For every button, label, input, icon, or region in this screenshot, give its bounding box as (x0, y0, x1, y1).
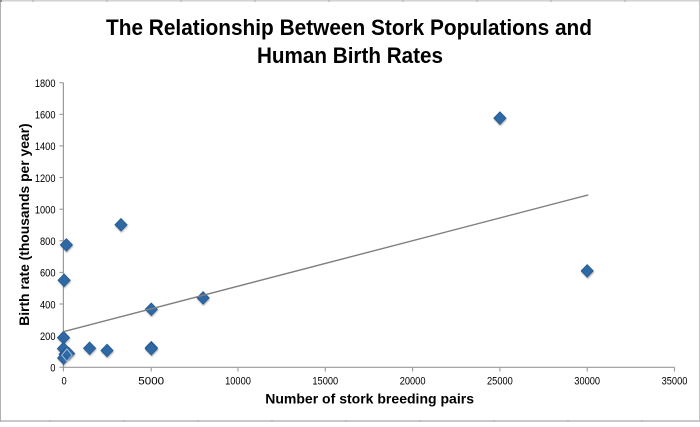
svg-text:30000: 30000 (574, 376, 600, 388)
svg-text:1000: 1000 (35, 205, 56, 217)
svg-text:1600: 1600 (35, 110, 56, 122)
svg-text:Birth rate (thousands per year: Birth rate (thousands per year) (16, 123, 32, 325)
svg-text:0: 0 (50, 363, 55, 375)
svg-text:5000: 5000 (138, 376, 164, 388)
svg-text:800: 800 (40, 236, 56, 248)
svg-text:20000: 20000 (400, 376, 426, 388)
svg-text:1800: 1800 (35, 78, 56, 90)
svg-text:10000: 10000 (225, 376, 251, 388)
svg-text:Number of stork breeding pairs: Number of stork breeding pairs (265, 391, 474, 407)
svg-text:Human Birth Rates: Human Birth Rates (257, 43, 443, 68)
svg-text:200: 200 (40, 331, 56, 343)
svg-text:35000: 35000 (662, 376, 688, 388)
svg-text:0: 0 (62, 376, 67, 388)
svg-text:400: 400 (40, 299, 56, 311)
svg-text:The Relationship Between Stork: The Relationship Between Stork Populatio… (106, 15, 592, 40)
svg-text:15000: 15000 (312, 376, 338, 388)
svg-text:1200: 1200 (35, 173, 56, 185)
svg-text:600: 600 (40, 268, 56, 280)
svg-text:1400: 1400 (35, 141, 56, 153)
svg-text:25000: 25000 (487, 376, 513, 388)
